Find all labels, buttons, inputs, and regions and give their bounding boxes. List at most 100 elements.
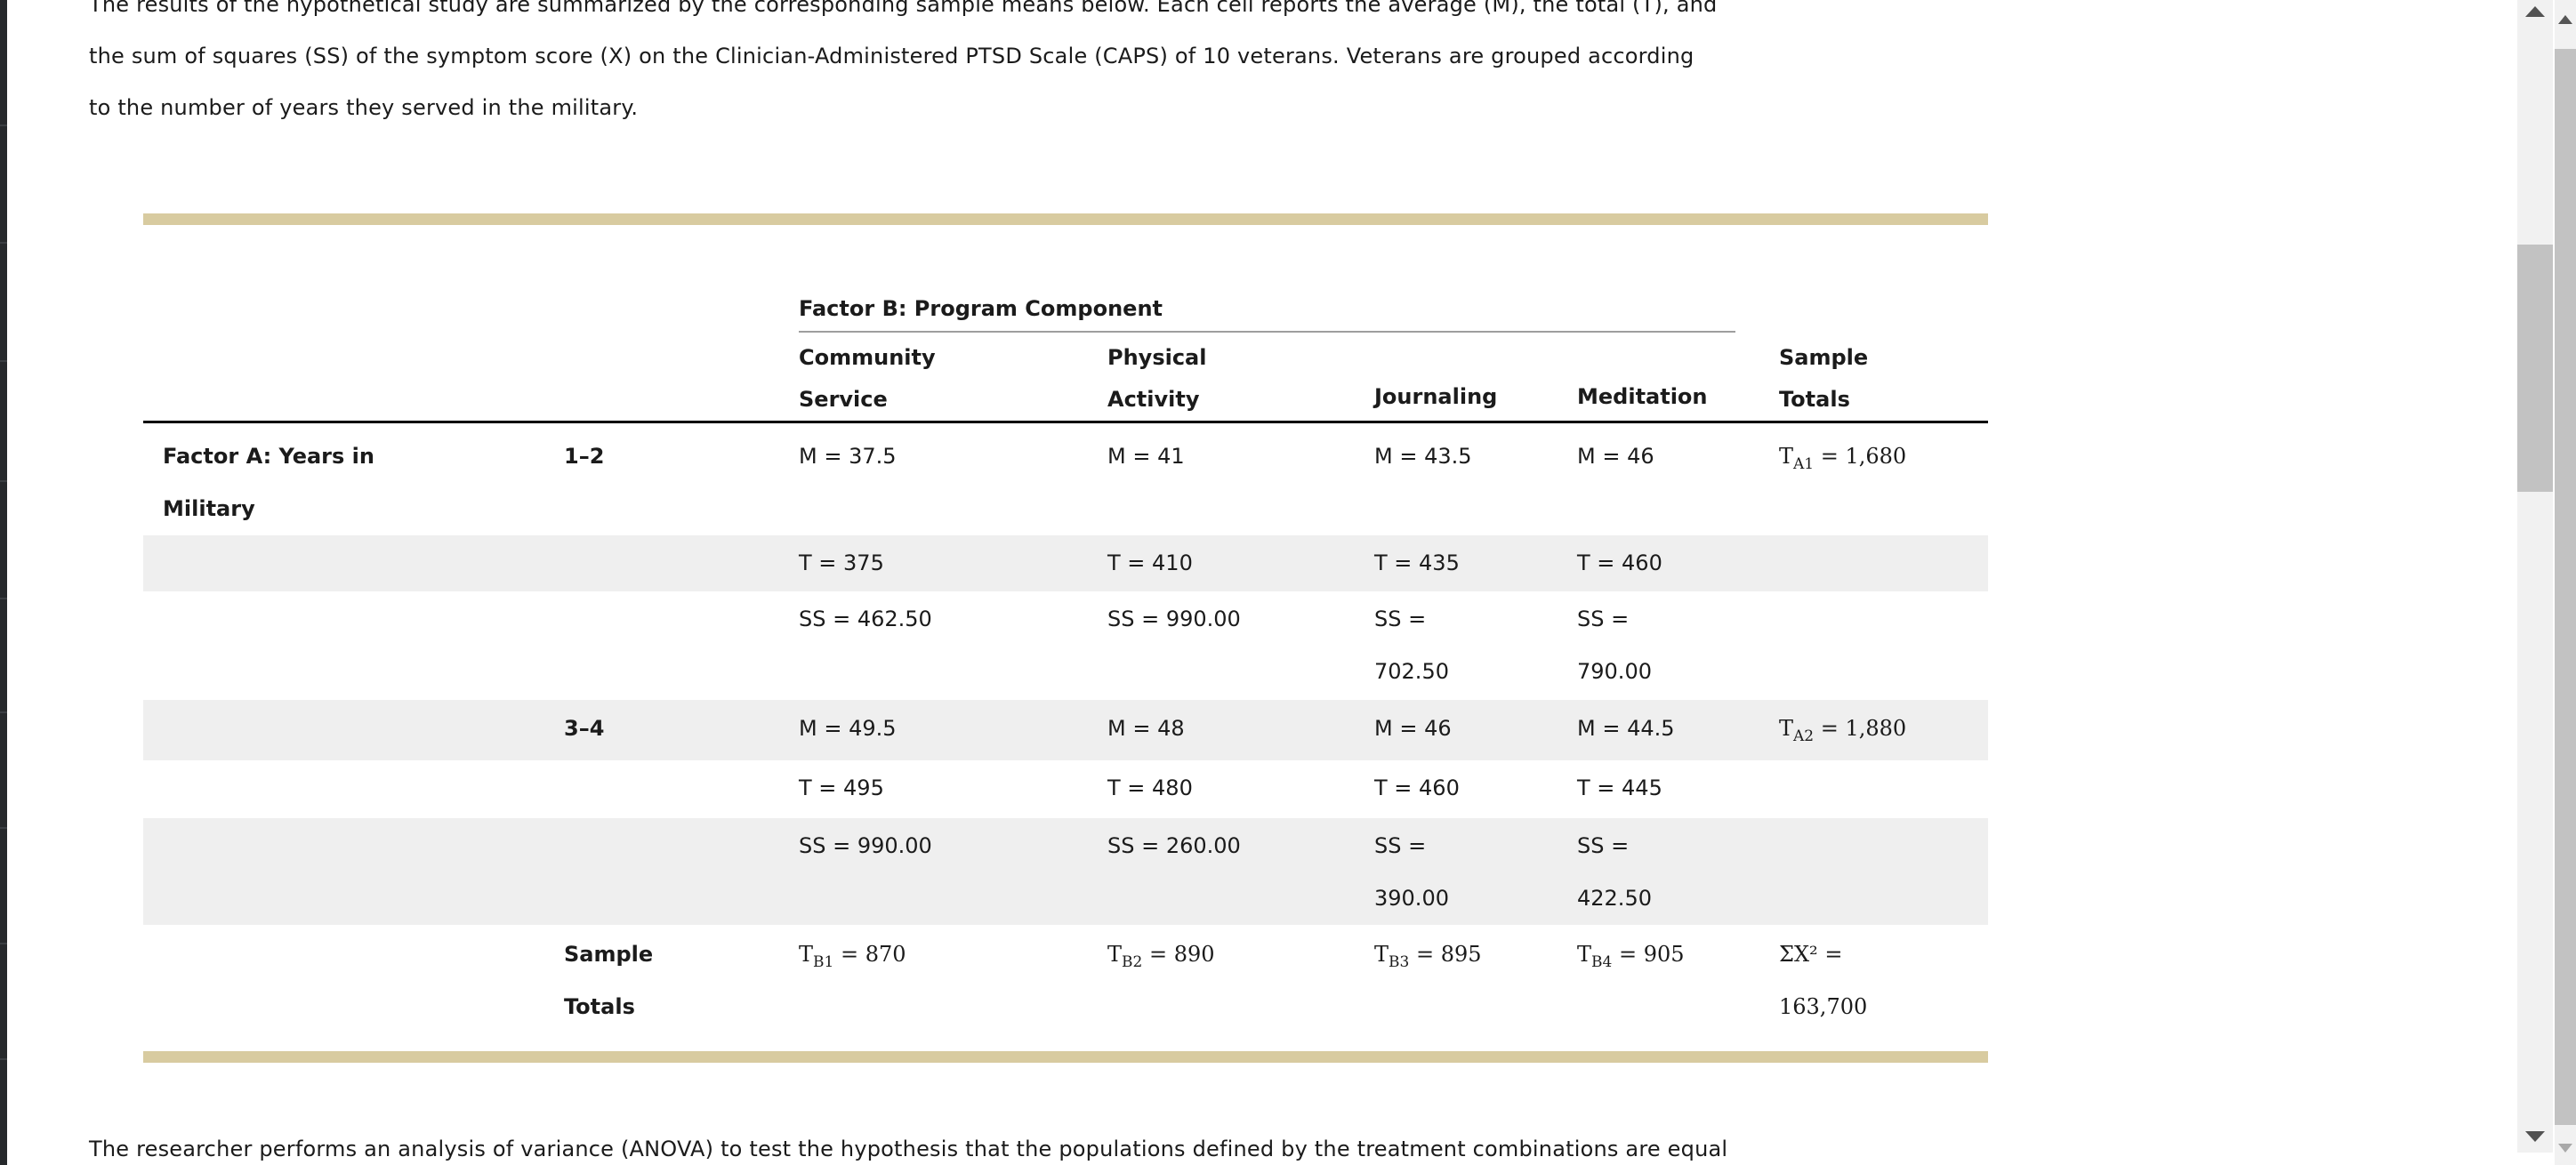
panel-divider: [0, 943, 7, 944]
empty-cell: [564, 760, 799, 818]
total-symbol: T: [1779, 444, 1794, 469]
factor-b-header-cell: Factor B: Program Component: [799, 225, 1779, 335]
total-symbol: T: [1374, 942, 1389, 967]
panel-divider: [0, 480, 7, 482]
scroll-up-icon[interactable]: [2525, 6, 2545, 17]
empty-cell: [143, 535, 564, 591]
cell-t-value: T = 495: [799, 775, 884, 800]
empty-cell: [143, 335, 799, 423]
cell-t-value: T = 445: [1577, 775, 1662, 800]
cell-grand-total: ΣX² = 163,700: [1779, 925, 1988, 1051]
cell-ss-value: SS = 990.00: [1107, 607, 1241, 631]
scroll-down-icon[interactable]: [2525, 1131, 2545, 1142]
column-header-physical-activity: Physical Activity: [1107, 335, 1374, 423]
total-symbol: T: [799, 942, 814, 967]
cell-ss-value: SS = 702.50: [1374, 607, 1449, 684]
panel-divider: [0, 360, 7, 362]
empty-cell: [143, 818, 564, 925]
cell-ss-value: SS = 260.00: [1107, 818, 1374, 925]
empty-cell: [1779, 591, 1988, 700]
row-label-sample-totals: Sample Totals: [564, 942, 654, 1019]
scrollbar-thumb[interactable]: [2517, 245, 2553, 492]
table-row: T = 495 T = 480 T = 460 T = 445: [143, 760, 1988, 818]
empty-cell: [1779, 760, 1988, 818]
footer-paragraph: The researcher performs an analysis of v…: [89, 1137, 1728, 1161]
table-row: SS = 462.50 SS = 990.00 SS = 702.50 SS =…: [143, 591, 1988, 700]
cell-m-value: M = 43.5: [1374, 444, 1472, 469]
cell-m-value: M = 48: [1107, 700, 1374, 760]
column-header-meditation: Meditation: [1577, 335, 1779, 423]
total-value: = 895: [1415, 942, 1482, 967]
table-bottom-accent-bar: [143, 1051, 1988, 1063]
table-row: T = 375 T = 410 T = 435 T = 460: [143, 535, 1988, 591]
empty-cell: [143, 225, 799, 335]
intro-paragraph: The results of the hypothetical study ar…: [89, 0, 1718, 120]
column-header-sample-totals: Sample Totals: [1779, 335, 1988, 423]
total-subscript: B1: [813, 952, 834, 971]
total-subscript: A2: [1793, 727, 1815, 745]
table-row: 3–4 M = 49.5 M = 48 M = 46 M = 44.5 TA2 …: [143, 700, 1988, 760]
anova-summary-table: Factor B: Program Component Community Se…: [143, 213, 1988, 1063]
panel-divider: [0, 598, 7, 599]
total-symbol: T: [1779, 716, 1794, 741]
cell-m-value: M = 44.5: [1577, 700, 1779, 760]
column-header-community-service: Community Service: [799, 335, 1107, 423]
empty-cell: [1779, 225, 1988, 335]
content-scrollbar[interactable]: [2517, 0, 2553, 1153]
cell-t-value: T = 375: [799, 535, 1107, 591]
cell-t-value: T = 460: [1374, 775, 1460, 800]
panel-divider: [0, 711, 7, 713]
total-symbol: T: [1107, 942, 1123, 967]
column-header-journaling: Journaling: [1374, 335, 1577, 423]
cell-col-total-b3: TB3 = 895: [1374, 925, 1577, 1051]
scrollbar-thumb[interactable]: [2555, 49, 2576, 1125]
cell-t-value: T = 460: [1577, 535, 1779, 591]
total-subscript: B3: [1389, 952, 1410, 971]
table-row: Factor A: Years in Military 1–2 M = 37.5…: [143, 422, 1988, 536]
cell-t-value: T = 480: [1107, 775, 1193, 800]
cell-m-value: M = 41: [1107, 444, 1185, 469]
panel-divider: [0, 242, 7, 244]
total-value: = 870: [840, 942, 906, 967]
empty-cell: [143, 700, 564, 760]
cell-col-total-b4: TB4 = 905: [1577, 925, 1779, 1051]
empty-cell: [143, 591, 564, 700]
total-subscript: B2: [1122, 952, 1143, 971]
cell-col-total-b2: TB2 = 890: [1107, 925, 1374, 1051]
row-label-years-3-4: 3–4: [564, 700, 799, 760]
total-value: = 163,700: [1779, 942, 1868, 1019]
empty-cell: [1779, 818, 1988, 925]
table-top-accent-bar: [143, 213, 1988, 225]
empty-cell: [564, 591, 799, 700]
cell-ss-value: SS = 390.00: [1374, 818, 1577, 925]
cell-ss-value: SS = 422.50: [1577, 818, 1779, 925]
total-subscript: A1: [1793, 454, 1815, 473]
empty-cell: [1779, 535, 1988, 591]
cell-col-total-b1: TB1 = 870: [799, 925, 1107, 1051]
total-subscript: B4: [1591, 952, 1613, 971]
table-row: SS = 990.00 SS = 260.00 SS = 390.00 SS =…: [143, 818, 1988, 925]
scroll-down-icon[interactable]: [2558, 1144, 2572, 1153]
total-value: = 890: [1148, 942, 1215, 967]
total-value: = 1,680: [1820, 444, 1907, 469]
empty-cell: [143, 760, 564, 818]
cell-t-value: T = 435: [1374, 535, 1577, 591]
panel-divider: [0, 1058, 7, 1060]
cell-m-value: M = 46: [1577, 444, 1654, 469]
cell-m-value: M = 37.5: [799, 444, 897, 469]
row-label-years-1-2: 1–2: [564, 444, 605, 469]
total-symbol: T: [1577, 942, 1592, 967]
empty-cell: [143, 925, 564, 1051]
scroll-up-icon[interactable]: [2558, 15, 2572, 24]
total-value: = 905: [1618, 942, 1685, 967]
window-scrollbar[interactable]: [2555, 0, 2576, 1165]
empty-cell: [564, 818, 799, 925]
table-row: Sample Totals TB1 = 870 TB2 = 890 TB3 = …: [143, 925, 1988, 1051]
cell-t-value: T = 410: [1107, 535, 1374, 591]
collapsed-side-panel-edge: [0, 0, 7, 1165]
factor-a-header: Factor A: Years in Military: [163, 444, 374, 521]
cell-m-value: M = 49.5: [799, 700, 1107, 760]
cell-m-value: M = 46: [1374, 700, 1577, 760]
cell-ss-value: SS = 990.00: [799, 818, 1107, 925]
